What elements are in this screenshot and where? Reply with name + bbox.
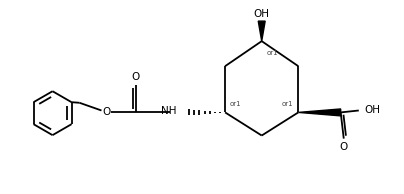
Text: O: O xyxy=(102,107,111,117)
Text: OH: OH xyxy=(254,9,270,19)
Polygon shape xyxy=(258,21,265,41)
Text: or1: or1 xyxy=(230,101,241,107)
Polygon shape xyxy=(298,109,341,116)
Text: O: O xyxy=(340,142,348,152)
Text: OH: OH xyxy=(364,106,381,115)
Text: O: O xyxy=(132,72,140,82)
Text: NH: NH xyxy=(162,106,177,116)
Text: or1: or1 xyxy=(282,101,294,107)
Text: or1: or1 xyxy=(266,50,278,56)
